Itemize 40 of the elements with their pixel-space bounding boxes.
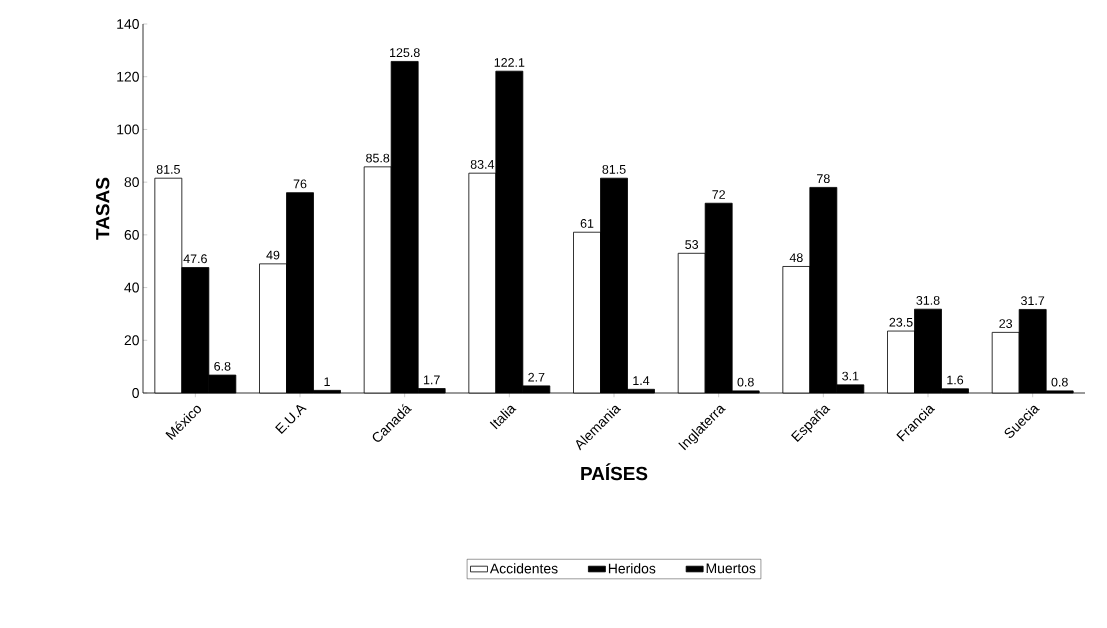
data-label: 125.8: [390, 48, 420, 58]
data-label: 2.7: [528, 372, 545, 382]
y-tick-label: 0: [132, 388, 139, 398]
data-label: 81.5: [602, 164, 626, 174]
y-axis-title: TASAS: [95, 177, 110, 240]
legend-label: Accidentes: [489, 563, 558, 574]
data-label: 76: [293, 179, 307, 189]
data-label: 23.5: [889, 317, 913, 327]
y-tick-label: 60: [124, 229, 139, 240]
x-axis-title: PAÍSES: [581, 463, 648, 481]
data-label: 72: [712, 190, 725, 199]
data-label: 31.8: [916, 295, 940, 305]
data-label: 61: [580, 219, 594, 228]
data-label: 122.1: [494, 58, 525, 67]
data-label: 3.1: [842, 371, 859, 381]
y-tick-label: 80: [124, 177, 139, 188]
data-label: 78: [817, 174, 830, 184]
data-label: 47.6: [183, 254, 207, 264]
data-label: 81.5: [156, 164, 180, 174]
y-tick-label: 20: [124, 335, 139, 346]
data-label: 53: [685, 240, 699, 249]
data-label: 1: [324, 377, 330, 386]
data-label: 48: [789, 253, 803, 263]
data-label: 0.8: [1051, 377, 1068, 387]
y-tick-label: 140: [117, 19, 139, 29]
y-tick-label: 40: [124, 282, 139, 293]
y-tick-label: 100: [117, 124, 139, 135]
legend-label: Muertos: [706, 563, 756, 574]
data-label: 1.4: [633, 376, 650, 385]
data-label: 31.7: [1021, 296, 1045, 306]
data-label: 23: [999, 319, 1013, 328]
data-label: 6.8: [214, 361, 231, 371]
data-label: 0.8: [737, 377, 754, 387]
data-label: 1.7: [423, 375, 440, 385]
data-label: 1.6: [947, 375, 964, 385]
legend-label: Heridos: [608, 563, 656, 574]
data-label: 85.8: [366, 153, 390, 163]
data-label: 83.4: [470, 159, 495, 169]
y-tick-label: 120: [117, 71, 139, 82]
data-label: 49: [266, 250, 280, 260]
